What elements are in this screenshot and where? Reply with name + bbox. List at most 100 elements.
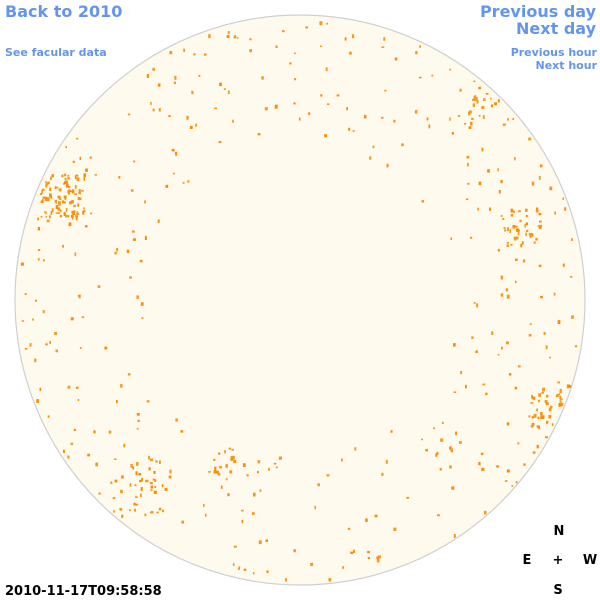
facula: [136, 413, 140, 416]
facula: [507, 118, 509, 121]
facula: [523, 463, 526, 466]
facula: [83, 207, 85, 209]
facular-link[interactable]: See facular data: [5, 46, 107, 59]
facula: [512, 225, 516, 229]
facula: [518, 229, 520, 232]
facula: [441, 421, 444, 424]
facula: [508, 373, 512, 376]
facula: [219, 82, 222, 87]
facula: [467, 182, 470, 185]
facula: [531, 416, 534, 419]
facula: [42, 259, 45, 262]
facula: [467, 162, 469, 167]
facula: [472, 103, 475, 107]
facula: [232, 563, 235, 566]
facula: [294, 52, 296, 55]
facula: [426, 117, 429, 121]
facula: [353, 549, 355, 554]
facula: [144, 236, 147, 240]
facula: [294, 78, 297, 81]
facula: [152, 67, 155, 71]
facula: [557, 381, 561, 384]
facula: [42, 310, 45, 314]
facula: [344, 37, 347, 41]
facula: [50, 195, 53, 199]
facula: [145, 480, 148, 483]
facula: [538, 399, 540, 403]
facula: [129, 509, 131, 512]
facula: [183, 48, 185, 52]
facula: [562, 263, 565, 267]
facula: [517, 231, 520, 236]
facula: [468, 126, 472, 129]
facula: [62, 449, 65, 453]
facula: [227, 90, 230, 95]
facula: [114, 251, 117, 255]
facula: [559, 398, 563, 400]
facula: [57, 207, 61, 211]
facula: [59, 214, 62, 218]
facula: [517, 365, 521, 368]
facula: [504, 480, 508, 482]
facula: [191, 90, 194, 95]
facula: [506, 341, 509, 345]
facula: [220, 485, 223, 489]
facula: [24, 293, 27, 295]
facula: [540, 295, 543, 299]
facula: [79, 347, 82, 349]
facula: [114, 479, 118, 483]
facula: [49, 193, 52, 198]
facula: [41, 189, 43, 194]
facula: [132, 466, 135, 470]
facula: [485, 392, 488, 396]
facula: [558, 403, 562, 407]
facula: [175, 418, 178, 422]
facula: [61, 200, 64, 204]
facula: [140, 487, 143, 491]
facula: [77, 197, 81, 201]
facula: [68, 222, 72, 227]
facula: [278, 456, 282, 460]
facula: [523, 259, 526, 263]
next-day-link[interactable]: Next day: [516, 19, 597, 38]
facula: [72, 216, 74, 220]
facula: [510, 243, 513, 246]
facula: [131, 189, 134, 192]
facula: [506, 244, 509, 247]
facula: [506, 242, 510, 244]
facula: [497, 248, 500, 252]
facula: [510, 213, 514, 217]
facula: [41, 199, 44, 203]
facula: [67, 455, 70, 459]
facula: [478, 86, 481, 90]
facula: [449, 465, 452, 469]
facula: [137, 419, 140, 422]
facula: [483, 98, 486, 101]
facula: [67, 385, 71, 389]
previous-hour-link[interactable]: Previous hour: [511, 46, 598, 59]
facula: [121, 514, 124, 518]
facula: [525, 232, 527, 236]
facula: [538, 393, 541, 397]
next-hour-link[interactable]: Next hour: [536, 59, 598, 72]
back-link[interactable]: Back to 2010: [5, 2, 122, 21]
facula: [487, 169, 490, 173]
facula: [466, 156, 470, 159]
facula: [546, 420, 549, 424]
facula: [319, 45, 322, 48]
facula: [133, 238, 136, 241]
previous-day-link[interactable]: Previous day: [480, 2, 597, 21]
facula: [139, 479, 142, 483]
facula: [326, 22, 329, 25]
facula: [559, 388, 562, 393]
facula: [516, 228, 519, 233]
facula: [129, 276, 132, 279]
facula: [58, 201, 61, 205]
facula: [489, 97, 492, 100]
facula: [514, 386, 518, 390]
facula: [406, 496, 410, 499]
facula: [144, 200, 146, 204]
facula: [153, 490, 157, 494]
facula: [70, 317, 74, 321]
